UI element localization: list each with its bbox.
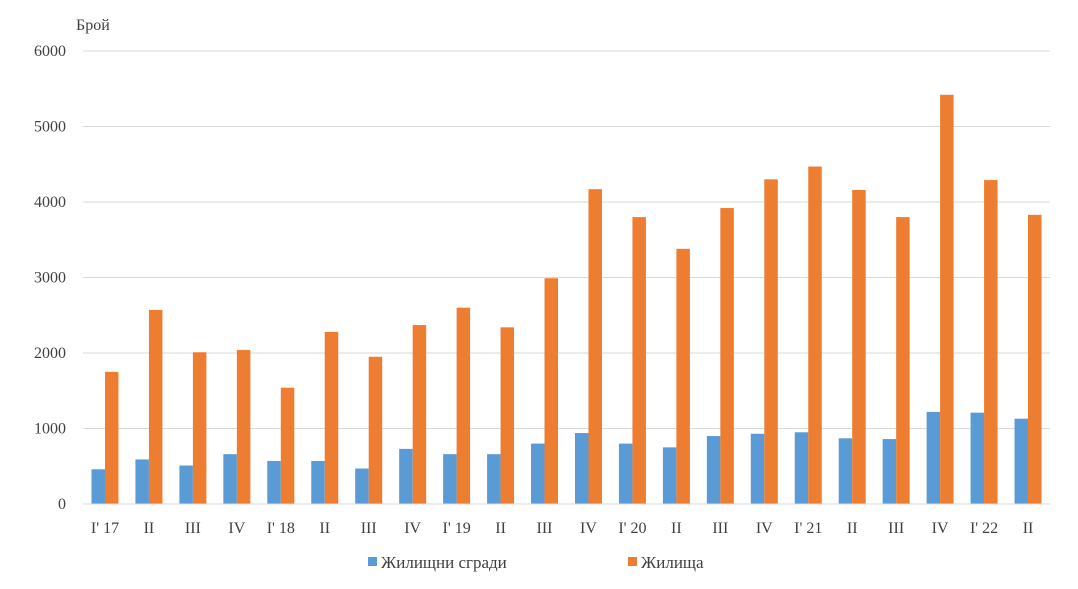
bar-dwellings	[148, 309, 163, 504]
bar-residential-buildings	[91, 469, 105, 504]
bar-dwellings	[236, 349, 251, 504]
bar-dwellings	[764, 179, 778, 504]
bar-dwellings	[808, 166, 822, 504]
y-tick-label: 1000	[34, 421, 66, 438]
bars	[91, 94, 1042, 505]
legend-swatch-residential-buildings	[368, 557, 377, 566]
bar-dwellings	[192, 352, 207, 504]
bar-residential-buildings	[794, 432, 809, 504]
y-tick-label: 5000	[34, 119, 66, 136]
x-tick-label: IV	[404, 520, 421, 537]
x-axis-tick-labels: I' 17 II III IV I' 18 II III IV I' 19 II III IV I' 2…	[91, 520, 1033, 537]
bar-dwellings	[412, 325, 427, 504]
y-tick-label: 2000	[34, 345, 66, 362]
bar-dwellings	[852, 189, 866, 505]
x-tick-label: II	[495, 520, 506, 537]
legend-swatch-dwellings	[628, 557, 637, 566]
bar-residential-buildings	[531, 443, 545, 504]
x-tick-label: III	[537, 520, 553, 537]
bar-residential-buildings	[487, 454, 501, 504]
x-tick-label: II	[1023, 520, 1034, 537]
x-tick-label: I' 17	[91, 520, 119, 537]
bar-residential-buildings	[750, 433, 765, 504]
bar-residential-buildings	[443, 454, 457, 504]
bar-residential-buildings	[970, 412, 985, 504]
bar-residential-buildings	[882, 439, 897, 504]
bar-dwellings	[896, 217, 910, 504]
bar-dwellings	[720, 208, 734, 505]
bar-dwellings	[324, 331, 339, 504]
bar-dwellings	[456, 307, 471, 504]
bar-dwellings	[632, 217, 646, 504]
bar-residential-buildings	[838, 438, 853, 504]
bar-residential-buildings	[223, 454, 237, 504]
x-tick-label: I' 22	[970, 520, 998, 537]
bar-residential-buildings	[1014, 418, 1029, 504]
x-tick-label: I' 20	[618, 520, 646, 537]
bar-residential-buildings	[574, 433, 589, 504]
x-tick-label: II	[671, 520, 682, 537]
bar-dwellings	[280, 387, 295, 504]
legend-label-dwellings: Жилища	[641, 553, 704, 572]
bar-dwellings	[500, 327, 515, 504]
bar-residential-buildings	[399, 448, 413, 504]
bar-residential-buildings	[662, 447, 677, 505]
bar-dwellings	[588, 189, 602, 505]
bar-dwellings	[940, 94, 954, 504]
bar-residential-buildings	[706, 436, 721, 504]
x-tick-label: II	[144, 520, 155, 537]
y-axis-tick-labels: 0 1000 2000 3000 4000 5000 6000	[34, 43, 66, 513]
bar-residential-buildings	[311, 460, 325, 504]
bar-dwellings	[984, 180, 998, 505]
y-tick-label: 3000	[34, 270, 66, 287]
bar-residential-buildings	[355, 468, 369, 504]
x-tick-label: I' 21	[794, 520, 822, 537]
x-tick-label: III	[712, 520, 728, 537]
bar-residential-buildings	[618, 443, 633, 504]
legend: Жилищни сгради Жилища	[368, 553, 704, 572]
bar-dwellings	[676, 248, 690, 504]
bar-dwellings	[104, 371, 119, 505]
bar-residential-buildings	[926, 411, 941, 504]
y-tick-label: 4000	[34, 194, 66, 211]
bar-residential-buildings	[135, 459, 149, 504]
y-tick-label: 0	[58, 496, 66, 513]
bar-residential-buildings	[179, 465, 193, 504]
bar-dwellings	[544, 278, 559, 504]
x-tick-label: I' 19	[443, 520, 471, 537]
x-tick-label: IV	[580, 520, 597, 537]
x-tick-label: II	[847, 520, 858, 537]
bar-dwellings	[368, 356, 383, 504]
y-tick-label: 6000	[34, 43, 66, 60]
x-tick-label: IV	[932, 520, 949, 537]
x-tick-label: IV	[228, 520, 245, 537]
x-tick-label: IV	[756, 520, 773, 537]
x-tick-label: III	[185, 520, 201, 537]
y-axis-label: Брой	[76, 17, 110, 34]
bar-residential-buildings	[267, 460, 281, 504]
bar-dwellings	[1028, 214, 1042, 504]
x-tick-label: I' 18	[267, 520, 295, 537]
legend-label-residential-buildings: Жилищни сгради	[381, 553, 507, 572]
x-tick-label: II	[319, 520, 330, 537]
x-tick-label: III	[361, 520, 377, 537]
x-tick-label: III	[888, 520, 904, 537]
